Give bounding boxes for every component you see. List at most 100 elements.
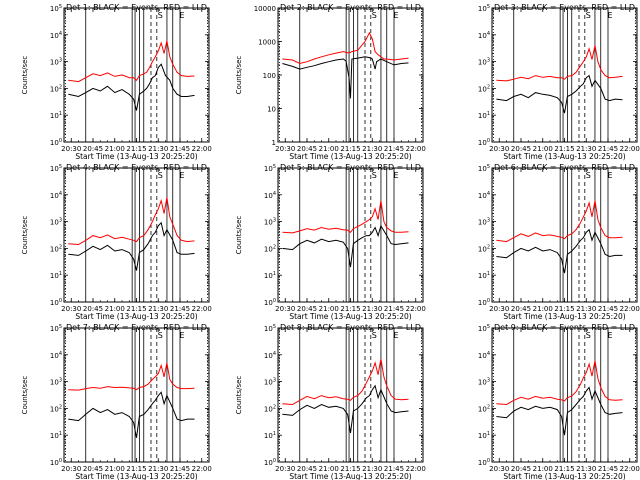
y-tick-label: 102 <box>478 244 490 253</box>
x-tick-label: 21:15 <box>340 305 360 313</box>
series-line-events <box>282 56 409 99</box>
x-tick-label: 20:45 <box>511 145 531 153</box>
x-tick-label: 21:00 <box>105 465 125 473</box>
y-tick-label: 104 <box>478 191 490 200</box>
x-tick-label: 21:15 <box>554 305 574 313</box>
series-line-events <box>282 384 409 434</box>
x-tick-label: 20:30 <box>61 145 81 153</box>
y-axis-label: Counts/sec <box>21 376 29 415</box>
x-tick-label: 22:00 <box>620 465 640 473</box>
x-tick-label: 20:45 <box>297 145 317 153</box>
x-tick-label: 21:45 <box>598 145 618 153</box>
series-line-lld <box>68 197 195 246</box>
x-tick-label: 22:00 <box>406 305 426 313</box>
y-tick-label: 100 <box>50 458 62 467</box>
y-tick-label: 100 <box>264 458 276 467</box>
x-tick-label: 21:30 <box>148 305 168 313</box>
interval-label-e: E <box>180 171 185 180</box>
series-line-lld <box>68 40 195 83</box>
y-axis-label: Counts/sec <box>235 56 243 95</box>
y-tick-label: 100 <box>478 138 490 147</box>
y-tick-label: 103 <box>478 378 490 387</box>
y-tick-label: 101 <box>264 431 276 440</box>
x-tick-label: 20:30 <box>275 465 295 473</box>
x-tick-label: 22:00 <box>406 145 426 153</box>
x-tick-label: 20:30 <box>61 305 81 313</box>
y-tick-label: 103 <box>478 58 490 67</box>
x-axis-label: Start Time (13-Aug-13 20:25:20) <box>503 152 625 161</box>
y-tick-label: 100 <box>478 298 490 307</box>
y-tick-label: 105 <box>50 4 62 13</box>
interval-label-s: S <box>158 171 163 180</box>
interval-label-s: S <box>586 331 591 340</box>
y-tick-label: 100 <box>263 72 276 80</box>
interval-label-s: S <box>158 331 163 340</box>
y-tick-label: 102 <box>50 244 62 253</box>
x-tick-label: 21:00 <box>533 305 553 313</box>
x-tick-label: 21:30 <box>362 145 382 153</box>
y-tick-label: 104 <box>478 351 490 360</box>
x-tick-label: 20:30 <box>489 465 509 473</box>
x-tick-label: 21:45 <box>170 305 190 313</box>
x-axis-label: Start Time (13-Aug-13 20:25:20) <box>503 312 625 321</box>
x-tick-label: 21:15 <box>340 465 360 473</box>
x-axis-label: Start Time (13-Aug-13 20:25:20) <box>289 152 411 161</box>
x-tick-label: 21:15 <box>126 145 146 153</box>
x-axis-label: Start Time (13-Aug-13 20:25:20) <box>75 152 197 161</box>
x-tick-label: 21:15 <box>340 145 360 153</box>
x-tick-label: 21:00 <box>533 465 553 473</box>
y-tick-label: 102 <box>478 404 490 413</box>
series-line-events <box>496 386 623 436</box>
interval-label-e: E <box>394 171 399 180</box>
y-tick-label: 102 <box>50 404 62 413</box>
y-tick-label: 103 <box>264 218 276 227</box>
y-tick-label: 104 <box>50 351 62 360</box>
x-tick-label: 20:30 <box>275 145 295 153</box>
series-line-lld <box>282 31 409 65</box>
x-tick-label: 21:30 <box>576 145 596 153</box>
x-tick-label: 21:00 <box>319 305 339 313</box>
y-axis-label: Counts/sec <box>235 376 243 415</box>
interval-label-s: S <box>158 11 163 20</box>
y-tick-label: 103 <box>50 58 62 67</box>
y-tick-label: 102 <box>264 244 276 253</box>
interval-label-e: E <box>608 171 613 180</box>
y-tick-label: 105 <box>264 164 276 173</box>
y-tick-label: 105 <box>478 324 490 333</box>
x-tick-label: 21:45 <box>598 465 618 473</box>
x-tick-label: 21:00 <box>319 145 339 153</box>
interval-label-e: E <box>180 331 185 340</box>
x-tick-label: 21:45 <box>384 145 404 153</box>
x-tick-label: 22:00 <box>192 465 212 473</box>
x-tick-label: 21:00 <box>319 465 339 473</box>
x-tick-label: 20:45 <box>83 465 103 473</box>
interval-label-e: E <box>394 11 399 20</box>
x-tick-label: 21:15 <box>126 465 146 473</box>
x-axis-label: Start Time (13-Aug-13 20:25:20) <box>75 312 197 321</box>
y-tick-label: 10000 <box>254 5 276 13</box>
x-tick-label: 21:30 <box>362 305 382 313</box>
y-tick-label: 105 <box>50 324 62 333</box>
x-tick-label: 21:45 <box>598 305 618 313</box>
y-tick-label: 105 <box>478 4 490 13</box>
y-axis-label: Counts/sec <box>235 216 243 255</box>
x-tick-label: 20:45 <box>83 145 103 153</box>
x-tick-label: 20:45 <box>83 305 103 313</box>
x-tick-label: 21:00 <box>533 145 553 153</box>
y-tick-label: 100 <box>50 138 62 147</box>
x-tick-label: 21:15 <box>126 305 146 313</box>
interval-label-e: E <box>608 331 613 340</box>
x-axis-label: Start Time (13-Aug-13 20:25:20) <box>75 472 197 480</box>
y-tick-label: 105 <box>50 164 62 173</box>
interval-label-e: E <box>180 11 185 20</box>
series-line-lld <box>496 45 623 82</box>
y-tick-label: 101 <box>478 271 490 280</box>
x-tick-label: 20:45 <box>297 305 317 313</box>
x-tick-label: 20:30 <box>275 305 295 313</box>
series-line-lld <box>282 200 409 234</box>
